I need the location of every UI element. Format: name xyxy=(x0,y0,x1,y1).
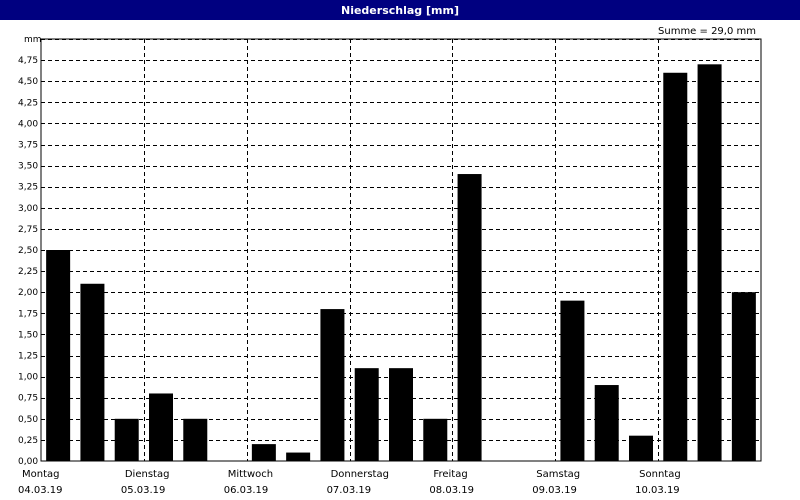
bar xyxy=(663,72,688,461)
y-tick-label: 3,00 xyxy=(18,204,38,214)
y-tick-label: 1,50 xyxy=(18,330,38,340)
y-tick-label: 4,25 xyxy=(18,98,38,108)
bar xyxy=(149,393,173,461)
x-tick-weekday: Montag xyxy=(22,469,59,480)
x-tick-weekday: Donnerstag xyxy=(331,469,389,480)
bar xyxy=(183,418,208,461)
bar xyxy=(423,418,448,461)
bar xyxy=(354,368,379,461)
bar xyxy=(46,250,71,461)
x-tick-date: 09.03.19 xyxy=(532,485,577,496)
y-tick-label: 2,50 xyxy=(18,246,38,256)
y-tick-label: 0,75 xyxy=(18,394,38,404)
bar xyxy=(594,385,619,461)
y-tick-label: 1,75 xyxy=(18,309,38,319)
x-tick-date: 05.03.19 xyxy=(121,485,166,496)
y-tick-label: 0,00 xyxy=(18,457,38,467)
y-tick-label: 4,50 xyxy=(18,77,38,87)
bar xyxy=(114,418,139,461)
y-tick-label: 1,00 xyxy=(18,373,38,383)
x-tick-date: 08.03.19 xyxy=(429,485,474,496)
x-tick-weekday: Dienstag xyxy=(125,469,170,480)
y-tick-label: 4,75 xyxy=(18,56,38,66)
bar xyxy=(251,444,276,461)
bar xyxy=(389,368,413,461)
y-tick-label: 3,50 xyxy=(18,162,38,172)
y-tick-label: 2,75 xyxy=(18,225,38,235)
y-tick-label: 3,75 xyxy=(18,141,38,151)
bar xyxy=(697,64,722,461)
x-tick-date: 04.03.19 xyxy=(18,485,63,496)
y-tick-label: 3,25 xyxy=(18,183,38,193)
bar xyxy=(320,309,345,461)
chart-title: Niederschlag [mm] xyxy=(0,0,800,20)
x-tick-date: 06.03.19 xyxy=(224,485,269,496)
y-tick-label: 0,25 xyxy=(18,436,38,446)
x-tick-date: 07.03.19 xyxy=(327,485,372,496)
sum-label: Summe = 29,0 mm xyxy=(658,26,756,37)
y-tick-label: 2,00 xyxy=(18,288,38,298)
x-tick-weekday: Samstag xyxy=(536,469,580,480)
x-tick-weekday: Mittwoch xyxy=(228,469,273,480)
y-tick-label: 4,00 xyxy=(18,119,38,129)
y-tick-label: 0,50 xyxy=(18,415,38,425)
x-tick-date: 10.03.19 xyxy=(635,485,680,496)
y-tick-label: 1,25 xyxy=(18,352,38,362)
x-tick-weekday: Sonntag xyxy=(639,469,681,480)
x-tick-weekday: Freitag xyxy=(433,469,467,480)
bar xyxy=(629,435,653,461)
bar xyxy=(457,174,482,462)
bar xyxy=(731,292,756,461)
bar xyxy=(80,283,105,461)
bar xyxy=(286,452,311,461)
y-axis-label: mm xyxy=(24,35,42,45)
bar xyxy=(560,300,585,461)
y-tick-label: 2,25 xyxy=(18,267,38,277)
